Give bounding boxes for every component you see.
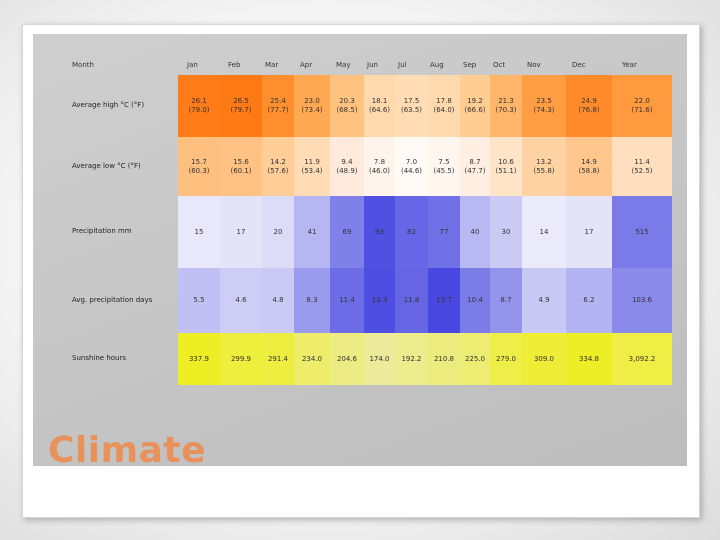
table-cell: 10.6 (51.1): [490, 137, 522, 196]
table-cell: 17.8 (64.0): [428, 75, 460, 137]
table-cell: 22.0 (71.6): [612, 75, 672, 137]
table-cell: 6.2: [566, 268, 612, 333]
table-cell: 337.9: [178, 333, 220, 385]
table-cell: 13.7: [428, 268, 460, 333]
table-cell: 11.4: [330, 268, 364, 333]
header-oct: Oct: [493, 61, 506, 69]
table-cell: 4.9: [522, 268, 566, 333]
header-dec: Dec: [572, 61, 586, 69]
header-mar: Mar: [265, 61, 279, 69]
header-year: Year: [622, 61, 637, 69]
header-feb: Feb: [228, 61, 241, 69]
header-jul: Jul: [398, 61, 407, 69]
table-cell: 77: [428, 196, 460, 268]
table-cell: 204.6: [330, 333, 364, 385]
table-cell: 4.6: [220, 268, 262, 333]
table-cell: 19.2 (66.6): [460, 75, 490, 137]
row-label-1: Average low °C (°F): [72, 162, 141, 170]
table-cell: 11.4 (52.5): [612, 137, 672, 196]
table-cell: 8.7: [490, 268, 522, 333]
table-cell: 279.0: [490, 333, 522, 385]
row-label-2: Precipitation mm: [72, 227, 132, 235]
table-cell: 25.4 (77.7): [262, 75, 294, 137]
table-cell: 26.5 (79.7): [220, 75, 262, 137]
slide-title: Climate: [48, 430, 207, 471]
table-cell: 14.9 (58.8): [566, 137, 612, 196]
table-cell: 174.0: [364, 333, 395, 385]
table-cell: 17.5 (63.5): [395, 75, 428, 137]
table-cell: 309.0: [522, 333, 566, 385]
table-cell: 40: [460, 196, 490, 268]
header-apr: Apr: [300, 61, 313, 69]
table-cell: 7.0 (44.6): [395, 137, 428, 196]
table-cell: 8.7 (47.7): [460, 137, 490, 196]
table-cell: 15: [178, 196, 220, 268]
table-cell: 20.3 (68.5): [330, 75, 364, 137]
table-cell: 7.5 (45.5): [428, 137, 460, 196]
header-sep: Sep: [463, 61, 477, 69]
table-cell: 17: [566, 196, 612, 268]
table-cell: 210.8: [428, 333, 460, 385]
table-cell: 291.4: [262, 333, 294, 385]
table-cell: 7.8 (46.0): [364, 137, 395, 196]
row-label-4: Sunshine hours: [72, 354, 126, 362]
table-cell: 26.1 (79.0): [178, 75, 220, 137]
table-cell: 23.0 (73.4): [294, 75, 330, 137]
table-cell: 17: [220, 196, 262, 268]
table-cell: 299.9: [220, 333, 262, 385]
header-aug: Aug: [430, 61, 444, 69]
table-cell: 9.4 (48.9): [330, 137, 364, 196]
table-cell: 82: [395, 196, 428, 268]
table-cell: 15.7 (60.3): [178, 137, 220, 196]
table-cell: 8.3: [294, 268, 330, 333]
table-cell: 14.2 (57.6): [262, 137, 294, 196]
table-cell: 18.1 (64.6): [364, 75, 395, 137]
table-cell: 4.8: [262, 268, 294, 333]
table-cell: 11.8: [395, 268, 428, 333]
table-cell: 225.0: [460, 333, 490, 385]
table-cell: 192.2: [395, 333, 428, 385]
table-cell: 69: [330, 196, 364, 268]
table-cell: 11.9 (53.4): [294, 137, 330, 196]
table-cell: 515: [612, 196, 672, 268]
header-jun: Jun: [367, 61, 378, 69]
row-label-0: Average high °C (°F): [72, 101, 145, 109]
table-cell: 5.5: [178, 268, 220, 333]
header-nov: Nov: [527, 61, 541, 69]
table-cell: 13.2 (55.8): [522, 137, 566, 196]
table-cell: 21.3 (70.3): [490, 75, 522, 137]
table-cell: 10.4: [460, 268, 490, 333]
header-month: Month: [72, 61, 94, 69]
row-label-3: Avg. precipitation days: [72, 296, 153, 304]
table-cell: 15.6 (60.1): [220, 137, 262, 196]
table-cell: 41: [294, 196, 330, 268]
table-cell: 234.0: [294, 333, 330, 385]
table-cell: 23.5 (74.3): [522, 75, 566, 137]
table-cell: 14: [522, 196, 566, 268]
table-cell: 334.8: [566, 333, 612, 385]
table-cell: 30: [490, 196, 522, 268]
table-cell: 13.3: [364, 268, 395, 333]
table-cell: 20: [262, 196, 294, 268]
header-may: May: [336, 61, 351, 69]
table-cell: 3,092.2: [612, 333, 672, 385]
table-cell: 103.6: [612, 268, 672, 333]
table-cell: 93: [364, 196, 395, 268]
header-jan: Jan: [187, 61, 198, 69]
table-cell: 24.9 (76.8): [566, 75, 612, 137]
